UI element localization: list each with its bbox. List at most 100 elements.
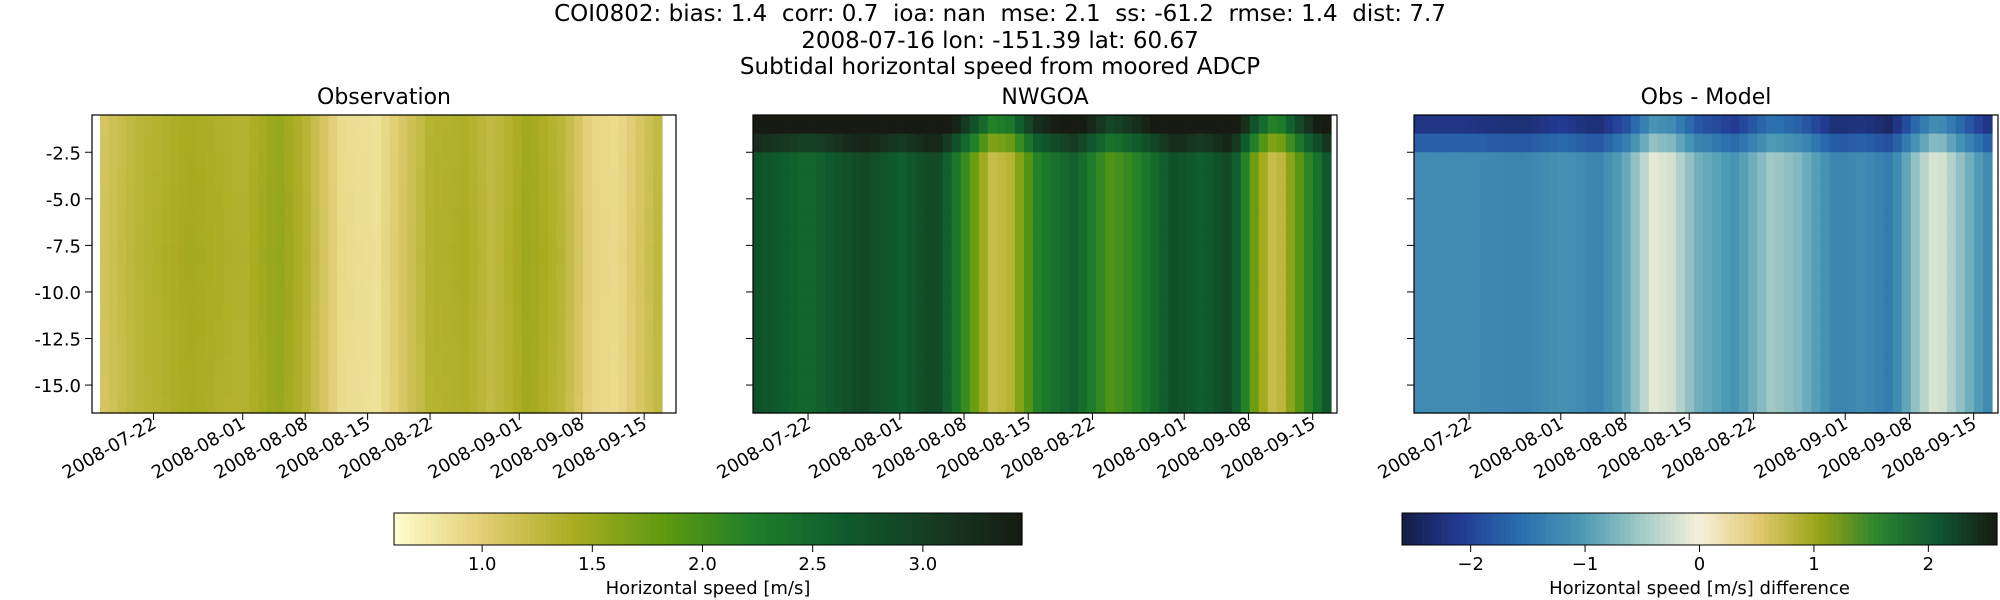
heatmap-cell	[372, 133, 382, 153]
heatmap-cell	[1468, 319, 1478, 340]
heatmap-cell	[381, 189, 391, 209]
heatmap-cell	[565, 133, 575, 153]
heatmap-cell	[574, 245, 584, 265]
heatmap-cell	[762, 264, 772, 284]
heatmap-cell	[1060, 282, 1070, 302]
heatmap-cell	[179, 394, 189, 414]
heatmap-cell	[609, 319, 619, 340]
colorbar-swatch	[1887, 513, 1894, 545]
heatmap-cell	[816, 189, 826, 209]
heatmap-cell	[1594, 189, 1605, 209]
heatmap-cell	[1195, 357, 1206, 377]
heatmap-cell	[1195, 319, 1206, 340]
heatmap-cell	[477, 245, 487, 265]
heatmap-cell	[1051, 115, 1061, 135]
heatmap-cell	[1721, 208, 1731, 228]
heatmap-cell	[996, 357, 1007, 377]
heatmap-cell	[1558, 226, 1569, 246]
heatmap-cell	[1612, 170, 1623, 191]
heatmap-cell	[293, 226, 303, 246]
heatmap-cell	[1549, 301, 1560, 321]
heatmap-cell	[924, 282, 935, 302]
heatmap-cell	[1703, 208, 1713, 228]
heatmap-cell	[582, 133, 593, 153]
heatmap-cell	[1285, 357, 1296, 377]
heatmap-cell	[1576, 115, 1587, 135]
heatmap-cell	[258, 226, 268, 246]
heatmap-cell	[1285, 226, 1296, 246]
heatmap-cell	[231, 319, 242, 340]
heatmap-cell	[1549, 375, 1560, 395]
heatmap-cell	[1874, 319, 1885, 340]
heatmap-cell	[337, 394, 347, 414]
heatmap-cell	[337, 170, 347, 191]
heatmap-cell	[1087, 170, 1097, 191]
heatmap-cell	[1964, 264, 1975, 284]
heatmap-cell	[1042, 394, 1052, 414]
heatmap-cell	[1757, 245, 1767, 265]
colorbar-swatch	[1461, 513, 1468, 545]
colorbar-swatch	[482, 513, 489, 545]
heatmap-cell	[442, 282, 452, 302]
heatmap-cell	[1703, 152, 1713, 172]
heatmap-cell	[319, 375, 329, 395]
heatmap-cell	[762, 115, 772, 135]
heatmap-cell	[328, 226, 338, 246]
heatmap-cell	[1186, 264, 1197, 284]
heatmap-cell	[1639, 375, 1650, 395]
heatmap-cell	[1051, 357, 1061, 377]
heatmap-cell	[1249, 394, 1260, 414]
heatmap-cell	[1883, 282, 1894, 302]
heatmap-cell	[442, 338, 452, 358]
heatmap-cell	[1141, 245, 1151, 265]
heatmap-cell	[635, 115, 646, 135]
heatmap-cell	[1141, 357, 1151, 377]
heatmap-cell	[1567, 282, 1578, 302]
heatmap-cell	[1946, 357, 1957, 377]
heatmap-cell	[789, 264, 799, 284]
heatmap-cell	[1132, 133, 1142, 153]
heatmap-cell	[1603, 319, 1614, 340]
heatmap-cell	[451, 357, 461, 377]
heatmap-cell	[996, 170, 1007, 191]
heatmap-cell	[424, 264, 435, 284]
heatmap-cell	[1955, 301, 1966, 321]
heatmap-cell	[1549, 245, 1560, 265]
heatmap-cell	[1285, 264, 1296, 284]
heatmap-cell	[1847, 394, 1858, 414]
heatmap-cell	[1739, 301, 1749, 321]
heatmap-cell	[126, 301, 136, 321]
heatmap-cell	[1249, 152, 1260, 172]
colorbar-swatch	[828, 513, 835, 545]
heatmap-cell	[284, 375, 294, 395]
heatmap-cell	[407, 170, 417, 191]
heatmap-cell	[1621, 282, 1632, 302]
heatmap-cell	[135, 282, 145, 302]
heatmap-cell	[240, 189, 250, 209]
heatmap-cell	[906, 282, 917, 302]
heatmap-cell	[1793, 375, 1803, 395]
heatmap-cell	[609, 301, 619, 321]
colorbar-tick-label: −1	[1572, 554, 1599, 575]
heatmap-cell	[565, 152, 575, 172]
heatmap-cell	[978, 245, 989, 265]
colorbar-swatch	[519, 513, 526, 545]
heatmap-cell	[284, 357, 294, 377]
heatmap-cell	[1141, 170, 1151, 191]
heatmap-cell	[987, 133, 998, 153]
heatmap-cell	[1910, 338, 1921, 358]
heatmap-cell	[1802, 264, 1812, 284]
heatmap-cell	[1441, 208, 1451, 228]
heatmap-cell	[424, 357, 435, 377]
heatmap-cell	[1639, 319, 1650, 340]
heatmap-cell	[1883, 301, 1894, 321]
heatmap-cell	[1766, 115, 1776, 135]
heatmap-cell	[942, 115, 953, 135]
heatmap-cell	[319, 282, 329, 302]
heatmap-cell	[1576, 133, 1587, 153]
colorbar-swatch	[749, 513, 756, 545]
heatmap-cell	[249, 301, 259, 321]
heatmap-cell	[1060, 133, 1070, 153]
heatmap-cell	[879, 208, 890, 228]
heatmap-cell	[1042, 208, 1052, 228]
